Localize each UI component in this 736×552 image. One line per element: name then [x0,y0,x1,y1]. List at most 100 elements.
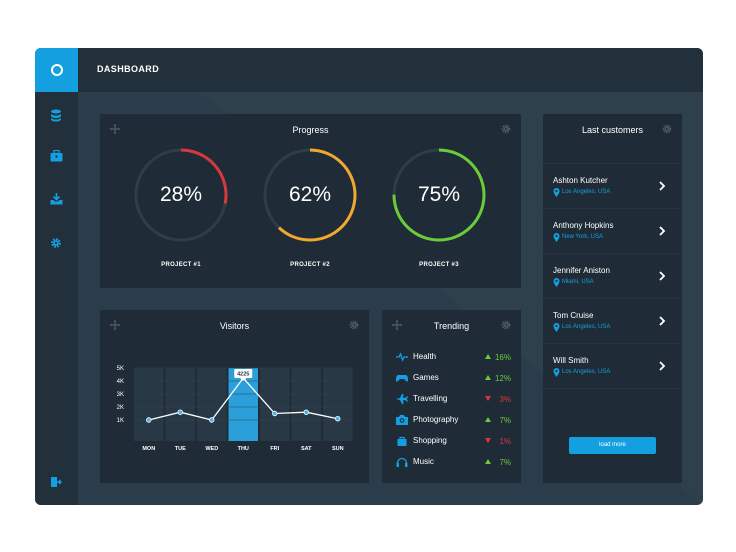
load-more-button[interactable]: load more [569,437,656,454]
trend-arrow-icon [485,396,491,401]
y-tick-label: 5K [117,366,124,372]
trending-label: Health [413,352,437,361]
ring-svg [134,148,228,242]
project-label: PROJECT #2 [290,262,330,268]
gamepad-icon [396,375,408,382]
visitors-chart: 5K 4K 3K 2K 1K MON TUE WED THU FRI SAT SUN 4225 [117,366,353,452]
trending-panel: Trending Health 16% Games 12% Travelling… [382,310,521,483]
move-icon[interactable] [110,124,120,134]
customer-row[interactable]: Anthony Hopkins New York, USA [543,209,682,254]
customers-title: Last customers [581,125,644,135]
settings-icon[interactable] [349,320,359,330]
location-pin-icon [553,323,560,332]
sidebar [35,92,78,505]
location-pin-icon [553,278,560,287]
trending-item-health[interactable]: Health 16% [382,348,521,368]
trending-item-shopping[interactable]: Shopping 1% [382,432,521,452]
settings-icon[interactable] [501,124,511,134]
x-tick-label: SAT [301,446,312,452]
chevron-right-icon[interactable] [658,361,666,371]
trending-label: Games [413,373,439,382]
location-pin-icon [553,188,560,197]
customer-row[interactable]: Jennifer Aniston Miami, USA [543,254,682,299]
top-bar: DASHBOARD [35,48,703,92]
progress-value: 75% [417,183,461,206]
trend-arrow-icon [485,375,491,380]
data-point [272,410,278,417]
chart-column [291,368,321,441]
x-tick-label: MON [142,446,155,452]
customer-row[interactable]: Tom Cruise Los Angeles, USA [543,299,682,344]
chart-column [197,368,227,441]
dashboard-app: DASHBOARD Progress 28% PROJECT [35,48,703,505]
progress-ring-project-1: 28% [131,145,231,245]
customer-row[interactable]: Will Smith Los Angeles, USA [543,344,682,389]
trending-item-music[interactable]: Music 7% [382,453,521,473]
data-point [146,417,152,423]
gear-icon[interactable] [49,236,63,250]
logo-ring-icon [50,64,63,76]
app-logo[interactable] [35,48,78,92]
trending-value: 3% [499,395,511,404]
x-tick-label: THU [238,446,249,452]
trending-item-travelling[interactable]: Travelling 3% [382,390,521,410]
progress-arc [134,148,228,242]
x-tick-label: SUN [332,446,344,452]
trending-value: 12% [494,374,511,383]
trending-item-games[interactable]: Games 12% [382,369,521,389]
settings-icon[interactable] [501,320,511,330]
chart-column [260,368,290,441]
briefcase-icon[interactable] [49,149,63,163]
chevron-right-icon[interactable] [658,226,666,236]
ring-svg [392,148,486,242]
customer-row[interactable]: Ashton Kutcher Los Angeles, USA [543,164,682,209]
customer-location: Los Angeles, USA [562,369,611,375]
camera-icon [396,415,408,425]
progress-ring-project-3: 75% [389,145,489,245]
trending-value: 7% [499,416,511,425]
customer-name: Will Smith [553,356,589,365]
trending-title: Trending [433,321,470,331]
progress-value: 28% [159,183,203,206]
customer-name: Tom Cruise [553,311,594,320]
trend-arrow-icon [485,459,491,464]
move-icon[interactable] [392,320,402,330]
customer-location: Los Angeles, USA [562,189,611,195]
progress-panel: Progress 28% PROJECT #1 62% PROJECT #2 7… [100,114,521,288]
data-point [209,417,215,423]
location-pin-icon [553,233,560,242]
chevron-right-icon[interactable] [658,271,666,281]
trending-label: Photography [413,415,459,424]
airplane-icon [396,394,408,404]
data-point [177,409,183,415]
chevron-right-icon[interactable] [658,181,666,191]
chevron-right-icon[interactable] [658,316,666,326]
customer-name: Ashton Kutcher [553,176,608,185]
customer-name: Anthony Hopkins [553,221,614,230]
trending-item-photography[interactable]: Photography 7% [382,411,521,431]
customers-header-divider [543,149,682,164]
trend-arrow-icon [485,438,491,443]
x-tick-label: WED [205,446,218,452]
move-icon[interactable] [110,320,120,330]
trend-arrow-icon [485,354,491,359]
visitors-panel: Visitors 5K 4K 3K 2K 1K MON TUE WED THU FRI SAT SUN… [100,310,369,483]
y-tick-label: 4K [117,379,124,385]
progress-title: Progress [292,125,329,135]
trending-label: Shopping [413,436,447,445]
customer-name: Jennifer Aniston [553,266,610,275]
chart-column [165,368,195,441]
value-tooltip-label: 4225 [237,372,249,378]
visitors-title: Visitors [219,321,250,331]
database-icon[interactable] [49,108,63,122]
trending-value: 16% [494,353,511,362]
download-icon[interactable] [49,192,63,206]
page-title: DASHBOARD [97,64,160,74]
trending-label: Travelling [413,394,448,403]
progress-arc [392,148,486,242]
shopping-bag-icon [397,436,407,446]
y-tick-label: 2K [117,405,124,411]
trending-value: 1% [499,437,511,446]
logout-icon[interactable] [49,475,63,489]
settings-icon[interactable] [662,124,672,134]
